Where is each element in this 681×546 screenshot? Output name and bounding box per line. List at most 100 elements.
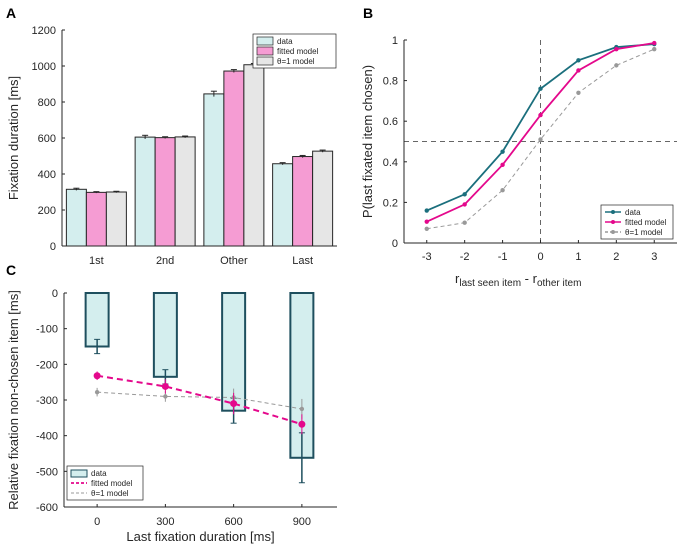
panel-a-label: A bbox=[6, 5, 16, 21]
a-y-tick-label: 1000 bbox=[32, 61, 56, 73]
b-point-data bbox=[462, 192, 467, 197]
b-y-tick-label: 0.2 bbox=[383, 197, 398, 209]
b-point-fitted-model bbox=[576, 68, 581, 73]
panel-b-label: B bbox=[363, 5, 373, 21]
a-bar-data bbox=[134, 136, 156, 247]
c-point--1-model bbox=[299, 406, 305, 412]
b-legend-marker bbox=[611, 230, 615, 234]
a-x-tick-label: Other bbox=[220, 255, 248, 267]
b-x-tick-label: -1 bbox=[498, 251, 508, 263]
b-point-fitted-model bbox=[652, 40, 657, 46]
b-point--1-model bbox=[614, 63, 619, 68]
a-x-tick-label: 2nd bbox=[156, 255, 174, 267]
b-point-fitted-model bbox=[462, 202, 467, 207]
b-point-fitted-model bbox=[424, 219, 429, 224]
a-legend-label: data bbox=[277, 37, 293, 46]
b-x-tick-label: 2 bbox=[613, 251, 619, 263]
a-bar-data bbox=[65, 188, 87, 247]
a-legend-label: fitted model bbox=[277, 47, 319, 56]
c-y-tick-label: -300 bbox=[36, 395, 58, 407]
a-bar-data bbox=[203, 93, 225, 247]
b-x-tick-label: 1 bbox=[575, 251, 581, 263]
a-y-tick-label: 0 bbox=[50, 241, 56, 253]
b-y-tick-label: 0.6 bbox=[383, 116, 398, 128]
b-xlabel-mid: - r bbox=[521, 271, 538, 286]
c-x-tick-label: 900 bbox=[293, 516, 311, 528]
b-legend-label: fitted model bbox=[625, 218, 667, 227]
b-y-tick-label: 1 bbox=[392, 35, 398, 47]
panel-b-line-chart: 0 0.2 0.4 0.6 0.8 1 -3 -2 -1 0 1 2 3 P(last fixated i… bbox=[360, 35, 677, 263]
c-point--1-model bbox=[163, 394, 168, 399]
panel-c-label: C bbox=[6, 262, 16, 278]
c-y-tick-label: 0 bbox=[52, 288, 58, 300]
b-y-tick-label: 0 bbox=[392, 238, 398, 250]
b-point--1-model bbox=[424, 226, 429, 231]
b-x-tick-label: 0 bbox=[537, 251, 543, 263]
c-point--1-model bbox=[94, 389, 100, 395]
a-legend-swatch bbox=[256, 36, 274, 46]
a-y-tick-label: 400 bbox=[38, 169, 56, 181]
c-legend-label: θ=1 model bbox=[91, 489, 129, 498]
b-legend-marker bbox=[611, 220, 615, 224]
c-bar-data bbox=[84, 292, 110, 348]
c-legend-label: fitted model bbox=[91, 479, 133, 488]
b-x-axis-label: rlast seen item - rother item bbox=[455, 271, 581, 289]
a-y-tick-label: 800 bbox=[38, 97, 56, 109]
b-point-fitted-model bbox=[538, 112, 543, 118]
c-legend-swatch bbox=[70, 469, 88, 478]
b-legend-label: θ=1 model bbox=[625, 228, 663, 237]
b-point--1-model bbox=[576, 90, 581, 95]
b-xlabel-r: r bbox=[455, 271, 460, 286]
b-point-fitted-model bbox=[614, 46, 619, 52]
a-bar-data bbox=[272, 163, 294, 247]
a-bar--1-model bbox=[243, 64, 265, 247]
b-xlabel-sub1: last seen item bbox=[459, 278, 521, 289]
b-point-data bbox=[576, 58, 581, 63]
a-x-tick-label: 1st bbox=[89, 255, 104, 267]
panel-c-bar-chart: 0 -100 -200 -300 -400 -500 -600 0 300 600 900 Relat… bbox=[6, 288, 337, 544]
c-y-tick-label: -600 bbox=[36, 502, 58, 514]
a-y-tick-label: 600 bbox=[38, 133, 56, 145]
b-point-data bbox=[500, 149, 505, 154]
a-y-axis-label: Fixation duration [ms] bbox=[6, 76, 21, 200]
panel-a-bar-chart: 0 200 400 600 800 1000 1200 1st 2nd Other Last Fixa… bbox=[6, 25, 337, 267]
b-point--1-model bbox=[500, 188, 505, 193]
c-point-fitted-model bbox=[161, 382, 169, 390]
b-point-data bbox=[424, 208, 429, 213]
a-legend-swatch bbox=[256, 56, 274, 66]
a-bar-fitted-model bbox=[154, 137, 176, 247]
c-y-tick-label: -400 bbox=[36, 431, 58, 443]
c-point-fitted-model bbox=[93, 372, 101, 380]
b-y-axis-label: P(last fixated item chosen) bbox=[360, 65, 375, 218]
c-legend-label: data bbox=[91, 469, 107, 478]
a-x-tick-label: Last bbox=[292, 255, 313, 267]
c-x-tick-label: 600 bbox=[224, 516, 242, 528]
b-y-tick-label: 0.8 bbox=[383, 76, 398, 88]
c-bar-data bbox=[152, 292, 178, 378]
c-y-tick-label: -200 bbox=[36, 359, 58, 371]
a-bar--1-model bbox=[312, 150, 334, 247]
a-bar--1-model bbox=[174, 136, 196, 247]
b-x-tick-label: -3 bbox=[422, 251, 432, 263]
a-bar-fitted-model bbox=[292, 156, 314, 247]
b-point-data bbox=[538, 86, 543, 91]
c-y-tick-label: -100 bbox=[36, 324, 58, 336]
b-x-tick-label: -2 bbox=[460, 251, 470, 263]
c-x-tick-label: 300 bbox=[156, 516, 174, 528]
b-point--1-model bbox=[462, 220, 467, 225]
b-legend-label: data bbox=[625, 208, 641, 217]
c-x-tick-label: 0 bbox=[94, 516, 100, 528]
b-legend-marker bbox=[611, 210, 615, 214]
c-series-line--1-model bbox=[97, 391, 302, 410]
a-legend-swatch bbox=[256, 46, 274, 56]
b-xlabel-sub2: other item bbox=[537, 278, 581, 289]
c-y-axis-label: Relative fixation non-chosen item [ms] bbox=[6, 290, 21, 510]
b-point--1-model bbox=[538, 137, 543, 142]
c-x-axis-label: Last fixation duration [ms] bbox=[126, 529, 274, 544]
b-point--1-model bbox=[652, 46, 657, 52]
b-x-tick-label: 3 bbox=[651, 251, 657, 263]
a-legend-label: θ=1 model bbox=[277, 57, 315, 66]
a-bar--1-model bbox=[105, 191, 127, 247]
a-y-tick-label: 1200 bbox=[32, 25, 56, 37]
